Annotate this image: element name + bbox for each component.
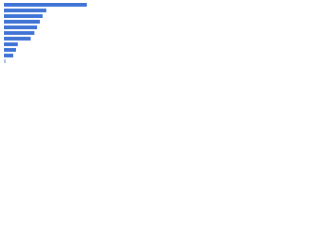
- bar: [4, 8, 47, 13]
- bar: [4, 31, 35, 35]
- bar: [4, 19, 40, 24]
- bar: [4, 2, 87, 7]
- bar: [4, 36, 31, 41]
- bar: [4, 14, 43, 18]
- chart: [0, 0, 100, 71]
- bar: [4, 53, 14, 58]
- bar: [4, 42, 18, 47]
- bar: [4, 59, 6, 64]
- bar: [4, 48, 16, 52]
- bar: [4, 25, 38, 30]
